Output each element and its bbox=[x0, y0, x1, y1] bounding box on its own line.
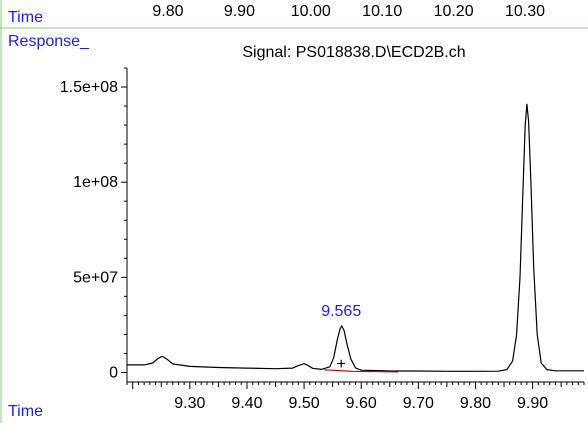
x-tick-label: 9.30 bbox=[174, 395, 205, 412]
y-axis-ticks: 0 5e+07 1e+08 1.5e+08 bbox=[60, 67, 127, 381]
annotations-group: 9.565 + bbox=[321, 303, 361, 373]
x-tick-label: 9.50 bbox=[289, 395, 320, 412]
peak-marker: + bbox=[337, 356, 346, 373]
y-axis-label: Response_ bbox=[8, 33, 90, 50]
x-axis-ticks: 9.30 9.40 9.50 9.60 9.70 9.80 9.90 bbox=[126, 382, 585, 412]
x-tick-label: 9.90 bbox=[517, 395, 548, 412]
series-group bbox=[127, 103, 584, 373]
y-tick-label: 5e+07 bbox=[73, 269, 118, 286]
top-axis-tick-label: 9.80 bbox=[152, 3, 183, 20]
top-axis-tick-label: 9.90 bbox=[224, 3, 255, 20]
top-axis-tick-label: 10.30 bbox=[505, 3, 545, 20]
y-tick-label: 1e+08 bbox=[73, 174, 118, 191]
axes bbox=[126, 68, 584, 383]
x-tick-label: 9.60 bbox=[346, 395, 377, 412]
integration-baseline bbox=[324, 369, 399, 373]
top-axis-label: Time bbox=[8, 9, 43, 26]
top-axis-tick-label: 10.20 bbox=[434, 3, 474, 20]
y-tick-label: 0 bbox=[109, 364, 118, 381]
x-axis-label: Time bbox=[8, 403, 43, 420]
x-tick-label: 9.70 bbox=[403, 395, 434, 412]
y-tick-label: 1.5e+08 bbox=[60, 79, 118, 96]
top-axis-tick-label: 10.00 bbox=[291, 3, 331, 20]
x-tick-label: 9.40 bbox=[231, 395, 262, 412]
top-axis-ticks: 9.80 9.90 10.00 10.10 10.20 10.30 bbox=[152, 3, 545, 20]
x-tick-label: 9.80 bbox=[460, 395, 491, 412]
chart-title: Signal: PS018838.D\ECD2B.ch bbox=[242, 44, 465, 61]
top-axis-tick-label: 10.10 bbox=[362, 3, 402, 20]
peak-label: 9.565 bbox=[321, 303, 361, 320]
signal-line bbox=[127, 103, 584, 372]
